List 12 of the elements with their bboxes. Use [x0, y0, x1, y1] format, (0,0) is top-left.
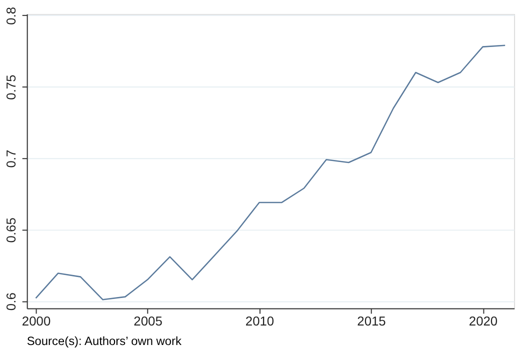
y-tick-label: 0.6	[3, 292, 18, 311]
source-note: Source(s): Authors’ own work	[26, 334, 182, 348]
y-tick-label: 0.8	[3, 6, 18, 25]
line-series	[35, 44, 506, 300]
y-tick-label: 0.75	[3, 74, 18, 100]
x-tick-label: 2015	[357, 314, 386, 329]
x-tick-label: 2010	[245, 314, 274, 329]
x-tick-label: 2000	[22, 314, 51, 329]
x-tick-label: 2020	[468, 314, 498, 329]
y-tick-label: 0.7	[3, 150, 18, 168]
y-tick-label: 0.65	[3, 218, 18, 243]
x-tick-label: 2005	[134, 314, 162, 329]
